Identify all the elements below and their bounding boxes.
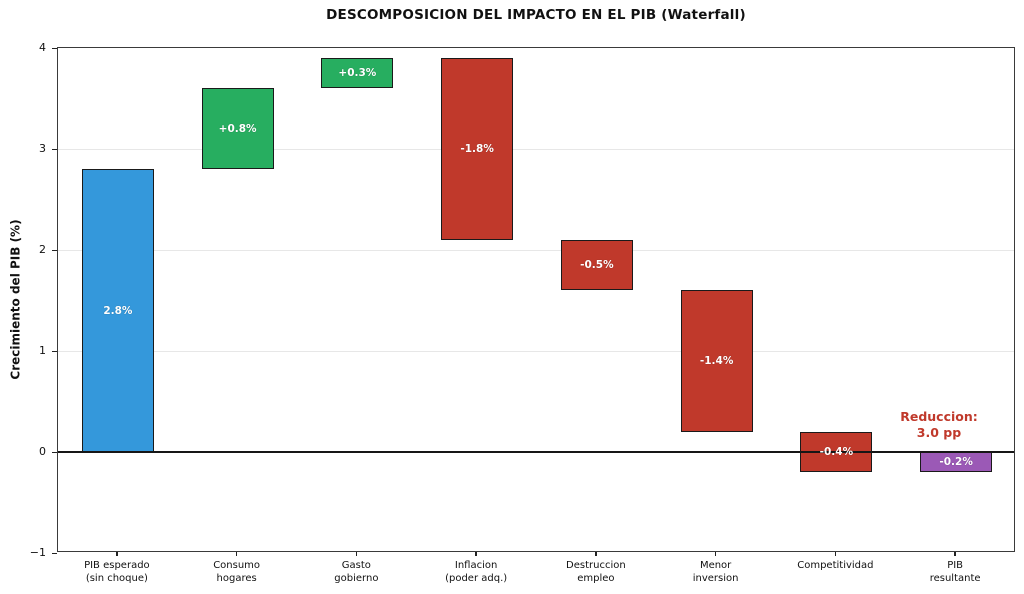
y-tick-mark-3 — [52, 148, 57, 151]
bar-value-label: -0.4% — [819, 445, 854, 458]
bar-value-label: -1.8% — [460, 142, 494, 155]
zero-line — [58, 451, 1014, 453]
x-tick-label-3: Gasto gobierno — [334, 560, 379, 584]
bar-value-label: +0.3% — [338, 67, 377, 80]
y-tick-mark-0 — [52, 451, 57, 454]
y-tick-label-2: 2 — [39, 242, 46, 256]
y-tick-mark-1 — [52, 350, 57, 353]
x-tick-mark-3 — [355, 552, 358, 556]
waterfall-bar-increase-2: +0.8% — [201, 88, 274, 170]
reduction-annotation-line2: 3.0 pp — [916, 424, 962, 440]
y-tick-label--1: −1 — [29, 545, 46, 559]
y-tick-label-0: 0 — [39, 444, 46, 458]
bar-value-label: +0.8% — [218, 122, 257, 135]
gridline-y-2 — [58, 249, 1014, 251]
waterfall-bar-decrease-4: -1.8% — [441, 58, 514, 240]
x-tick-mark-8 — [954, 552, 956, 556]
x-tick-label-1: PIB esperado (sin choque) — [84, 560, 150, 584]
y-tick-mark-2 — [52, 249, 57, 252]
x-tick-label-5: Destruccion empleo — [566, 560, 626, 584]
bar-value-label: -0.2% — [939, 456, 973, 469]
bar-value-label: -0.5% — [580, 259, 614, 272]
x-tick-mark-4 — [475, 552, 477, 556]
reduction-annotation-line1: Reduccion: — [900, 409, 978, 424]
x-tick-mark-1 — [116, 552, 118, 556]
x-tick-mark-6 — [714, 552, 717, 556]
y-tick-mark--1 — [52, 552, 57, 555]
x-tick-label-7: Competitividad — [797, 560, 874, 571]
x-tick-mark-5 — [595, 552, 597, 556]
y-tick-label-4: 4 — [39, 40, 46, 54]
waterfall-bar-total-8: -0.2% — [920, 452, 993, 473]
waterfall-bar-initial-1: 2.8% — [81, 169, 154, 452]
y-tick-label-1: 1 — [39, 343, 46, 357]
bar-value-label: 2.8% — [103, 304, 133, 317]
bar-value-label: -1.4% — [699, 355, 734, 368]
y-tick-mark-4 — [52, 47, 57, 50]
x-tick-label-6: Menor inversion — [692, 560, 739, 584]
waterfall-bar-decrease-5: -0.5% — [560, 239, 633, 291]
waterfall-bar-decrease-6: -1.4% — [680, 290, 753, 432]
x-tick-label-4: Inflacion (poder adq.) — [445, 560, 508, 584]
chart-title: DESCOMPOSICION DEL IMPACTO EN EL PIB (Wa… — [326, 7, 746, 23]
reduction-annotation: Reduccion: 3.0 pp — [877, 409, 1001, 440]
x-tick-label-2: Consumo hogares — [213, 560, 261, 584]
gridline-y-3 — [58, 148, 1014, 150]
y-axis-label: Crecimiento del PIB (%) — [8, 219, 23, 380]
x-tick-mark-2 — [235, 552, 238, 556]
y-tick-label-3: 3 — [39, 141, 46, 155]
plot-area: 2.8% +0.8% +0.3% -1.8% -0.5% -1.4% -0.4% -0.2% — [57, 47, 1015, 552]
waterfall-bar-increase-3: +0.3% — [321, 58, 394, 89]
gridline-y-1 — [58, 350, 1014, 352]
x-tick-mark-7 — [834, 552, 837, 556]
x-tick-label-8: PIB resultante — [929, 560, 981, 584]
